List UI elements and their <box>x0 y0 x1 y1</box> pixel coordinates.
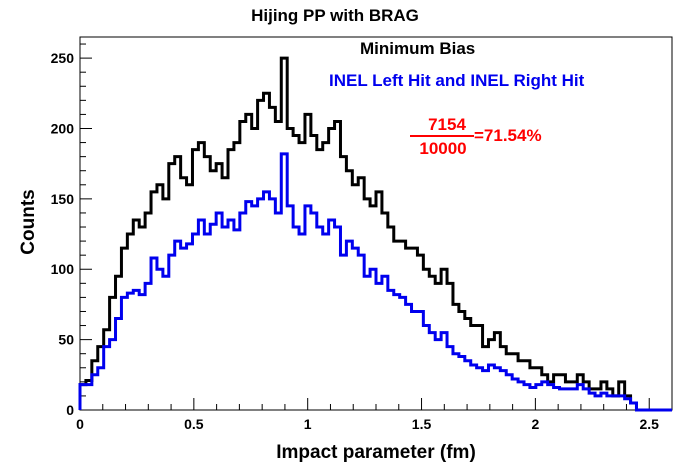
x-tick-label: 1 <box>304 416 312 432</box>
fraction-numerator: 7154 <box>428 115 466 134</box>
y-tick-label: 150 <box>51 191 75 207</box>
y-tick-label: 0 <box>66 402 74 418</box>
fraction-result: =71.54% <box>474 126 542 145</box>
fraction-denominator: 10000 <box>419 139 466 158</box>
x-tick-label: 2.5 <box>639 416 659 432</box>
series-line-1 <box>78 152 672 412</box>
y-axis-label: Counts <box>18 189 39 254</box>
plot-frame <box>79 36 673 411</box>
series-layer <box>78 56 672 412</box>
efficiency-fraction: 7154 10000 =71.54% <box>410 115 542 158</box>
chart-title: Hijing PP with BRAG <box>251 6 419 25</box>
y-tick-label: 50 <box>58 332 74 348</box>
y-tick-label: 200 <box>51 120 75 136</box>
y-axis: 0 50 100 150 200 250 <box>51 43 92 418</box>
x-tick-label: 2 <box>531 416 539 432</box>
series-line-0 <box>78 56 672 412</box>
x-axis-label: Impact parameter (fm) <box>276 442 476 463</box>
x-tick-label: 0.5 <box>184 416 204 432</box>
x-axis: 0 0.5 1 1.5 2 2.5 <box>76 398 673 432</box>
legend-inel-hits: INEL Left Hit and INEL Right Hit <box>329 71 585 90</box>
legend-minimum-bias: Minimum Bias <box>360 39 475 58</box>
x-tick-label: 1.5 <box>412 416 432 432</box>
y-tick-label: 250 <box>51 50 75 66</box>
x-tick-label: 0 <box>76 416 84 432</box>
y-tick-label: 100 <box>51 261 75 277</box>
